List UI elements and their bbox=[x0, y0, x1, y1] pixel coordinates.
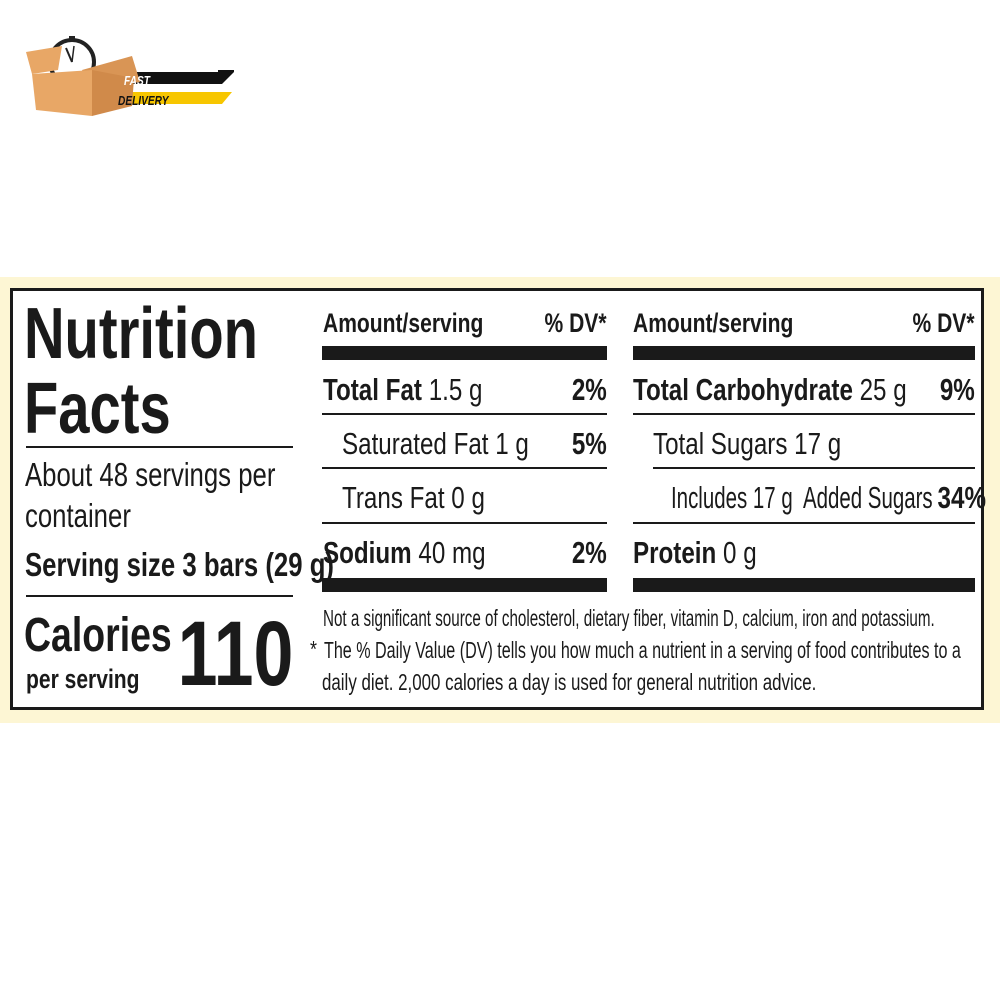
nutrient-dv: 2% bbox=[572, 535, 607, 570]
delivery-box-clock-icon bbox=[26, 36, 234, 116]
footnote-daily-value: The % Daily Value (DV) tells you how muc… bbox=[324, 637, 961, 663]
divider bbox=[322, 522, 607, 524]
divider bbox=[633, 522, 975, 524]
footnote-not-significant: Not a significant source of cholesterol,… bbox=[323, 605, 935, 631]
nutrient-name: Sodium bbox=[323, 535, 412, 570]
divider bbox=[322, 413, 607, 415]
fast-delivery-logo: FAST DELIVERY bbox=[22, 36, 242, 118]
title-nutrition: Nutrition bbox=[24, 294, 258, 374]
servings-per-container-2: container bbox=[25, 497, 131, 534]
divider bbox=[633, 413, 975, 415]
nutrient-name: Total Carbohydrate bbox=[633, 372, 853, 407]
logo-fast-text: FAST bbox=[124, 73, 150, 88]
nutrient-amount: 1 g bbox=[495, 426, 529, 461]
nutrient-name: Total Fat bbox=[323, 372, 422, 407]
calories-value: 110 bbox=[177, 603, 293, 705]
divider bbox=[653, 467, 975, 469]
right-header-dv: % DV* bbox=[912, 308, 975, 338]
title-facts: Facts bbox=[24, 369, 171, 449]
footnote-asterisk: * bbox=[310, 636, 317, 662]
calories-label: Calories bbox=[24, 609, 172, 662]
nutrient-amount: 0 g bbox=[723, 535, 757, 570]
nutrient-name: Total Sugars bbox=[653, 426, 788, 461]
nutrient-amount: 17 g bbox=[794, 426, 842, 461]
right-header-amount: Amount/serving bbox=[633, 308, 794, 338]
nutrient-name: Saturated Fat bbox=[342, 426, 489, 461]
nutrient-amount: 25 g bbox=[859, 372, 907, 407]
divider bbox=[322, 467, 607, 469]
nutrient-amount: 1.5 g bbox=[428, 372, 483, 407]
serving-size: Serving size 3 bars (29 g) bbox=[25, 546, 335, 583]
servings-per-container: About 48 servings per bbox=[25, 456, 276, 493]
per-serving-label: per serving bbox=[26, 664, 140, 694]
thick-divider bbox=[633, 578, 975, 592]
logo-delivery-text: DELIVERY bbox=[118, 93, 169, 108]
footnote-daily-value-2: daily diet. 2,000 calories a day is used… bbox=[322, 669, 817, 695]
thick-divider bbox=[322, 346, 607, 360]
nutrient-dv: 2% bbox=[572, 372, 607, 407]
nutrient-name: Includes 17 g Added Sugars bbox=[671, 480, 933, 515]
nutrient-name: Protein bbox=[633, 535, 717, 570]
nutrient-dv: 34% bbox=[937, 480, 986, 515]
thick-divider bbox=[633, 346, 975, 360]
left-header-amount: Amount/serving bbox=[323, 308, 484, 338]
nutrient-name: Trans Fat bbox=[342, 480, 445, 515]
nutrient-amount: 40 mg bbox=[418, 535, 486, 570]
nutrient-dv: 9% bbox=[940, 372, 975, 407]
nutrient-amount: 0 g bbox=[451, 480, 485, 515]
divider bbox=[26, 595, 293, 597]
nutrient-dv: 5% bbox=[572, 426, 607, 461]
thick-divider bbox=[322, 578, 607, 592]
left-header-dv: % DV* bbox=[544, 308, 607, 338]
divider bbox=[26, 446, 293, 448]
